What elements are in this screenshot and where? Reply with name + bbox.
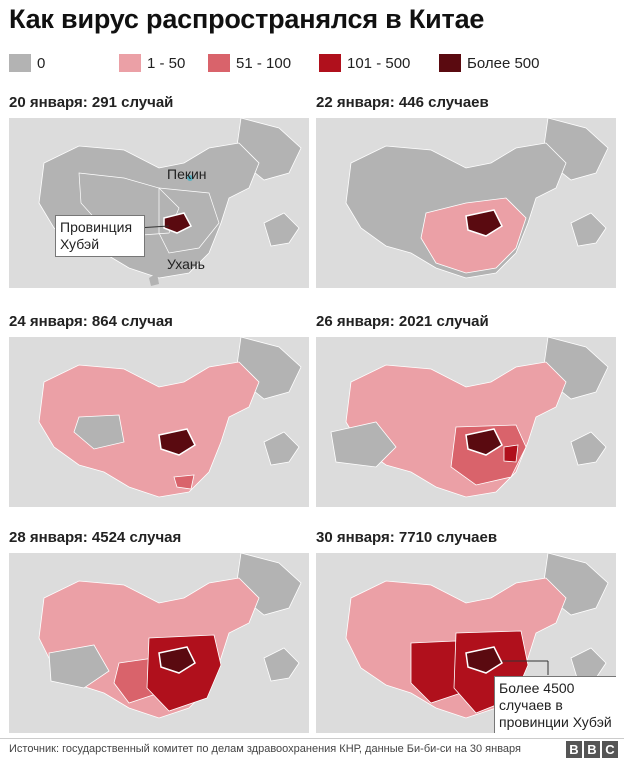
legend-item-0: 0 — [9, 52, 45, 74]
china-map — [9, 553, 309, 733]
legend-label: Более 500 — [467, 54, 540, 72]
china-map — [316, 118, 616, 288]
legend: 0 1 - 50 51 - 100 101 - 500 Более 500 — [9, 52, 619, 76]
callout-line: провинции Хубэй — [499, 714, 612, 730]
bbc-logo: B B C — [566, 741, 618, 758]
callout-line: случаев в — [499, 697, 563, 713]
legend-label: 0 — [37, 54, 46, 72]
beijing-label: Пекин — [167, 166, 207, 182]
map-panel-jan22: 22 января: 446 случаев — [316, 94, 616, 290]
callout-line: Более 4500 — [499, 680, 575, 696]
panel-title: 30 января: 7710 случаев — [316, 529, 498, 546]
callout-line: Провинция — [60, 219, 133, 235]
wuhan-label: Ухань — [167, 256, 205, 272]
legend-label: 51 - 100 — [236, 54, 292, 72]
legend-item-4: Более 500 — [439, 52, 540, 74]
china-map: Более 4500 случаев в провинции Хубэй — [316, 553, 616, 733]
china-map: Провинция Хубэй Пекин Ухань — [9, 118, 309, 288]
map-panel-jan30: 30 января: 7710 случаев Более 4500 случа… — [316, 529, 616, 735]
china-map — [9, 337, 309, 507]
logo-letter: B — [584, 741, 600, 758]
legend-swatch — [439, 54, 461, 72]
legend-swatch — [319, 54, 341, 72]
legend-item-2: 51 - 100 — [208, 52, 291, 74]
legend-swatch — [9, 54, 31, 72]
source-text: Источник: государственный комитет по дел… — [9, 743, 521, 755]
callout-line: Хубэй — [60, 236, 100, 252]
panel-title: 24 января: 864 случая — [9, 313, 173, 330]
legend-swatch — [208, 54, 230, 72]
map-panel-jan20: 20 января: 291 случай Провинция Хубэй Пе… — [9, 94, 309, 290]
china-map — [316, 337, 616, 507]
map-panel-jan24: 24 января: 864 случая — [9, 313, 309, 509]
logo-letter: C — [602, 741, 618, 758]
legend-swatch — [119, 54, 141, 72]
footer: Источник: государственный комитет по дел… — [0, 738, 624, 760]
panel-title: 22 января: 446 случаев — [316, 94, 489, 111]
panel-title: 26 января: 2021 случай — [316, 313, 489, 330]
panel-title: 28 января: 4524 случая — [9, 529, 182, 546]
legend-item-1: 1 - 50 — [119, 52, 185, 74]
page-title: Как вирус распространялся в Китае — [9, 4, 485, 34]
map-panel-jan28: 28 января: 4524 случая — [9, 529, 309, 735]
legend-label: 1 - 50 — [147, 54, 186, 72]
panel-title: 20 января: 291 случай — [9, 94, 174, 111]
hubei-total-callout: Более 4500 случаев в провинции Хубэй — [494, 676, 616, 733]
logo-letter: B — [566, 741, 582, 758]
hubei-callout: Провинция Хубэй — [55, 215, 145, 257]
map-panel-jan26: 26 января: 2021 случай — [316, 313, 616, 509]
legend-label: 101 - 500 — [347, 54, 411, 72]
legend-item-3: 101 - 500 — [319, 52, 410, 74]
